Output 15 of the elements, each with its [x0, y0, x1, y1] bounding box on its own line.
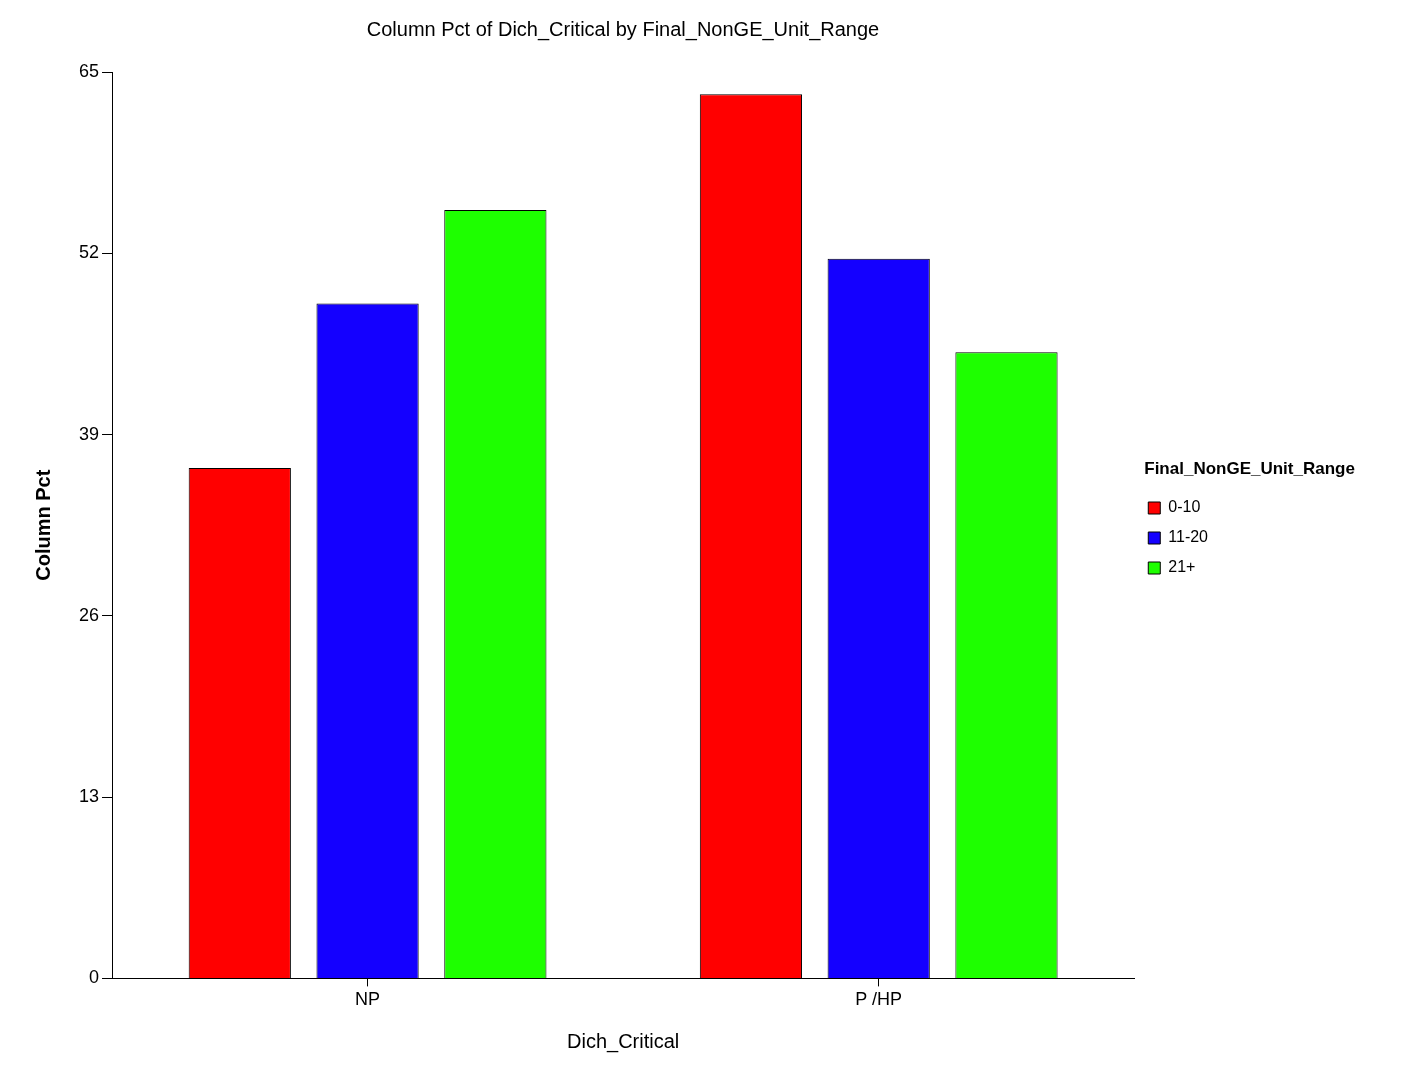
y-tick-label: 39 [78, 423, 100, 444]
y-tick-label: 65 [78, 60, 100, 81]
y-axis-title: Column Pct [31, 469, 54, 581]
y-tick-label: 13 [78, 786, 100, 807]
x-tick-label: P /HP [855, 989, 903, 1010]
y-tick-label: 0 [89, 967, 100, 988]
legend-label: 11-20 [1168, 528, 1209, 546]
y-tick-label: 52 [78, 242, 100, 263]
legend-title: Final_NonGE_Unit_Range [1144, 459, 1355, 479]
x-axis-title: Dich_Critical [567, 1029, 680, 1053]
chart-title: Column Pct of Dich_Critical by Final_NonGE_Unit_Range [366, 17, 880, 41]
legend-label: 21+ [1168, 558, 1196, 576]
legend-label: 0-10 [1168, 498, 1201, 516]
y-tick-label: 26 [78, 604, 100, 625]
x-tick-label: NP [355, 989, 381, 1010]
